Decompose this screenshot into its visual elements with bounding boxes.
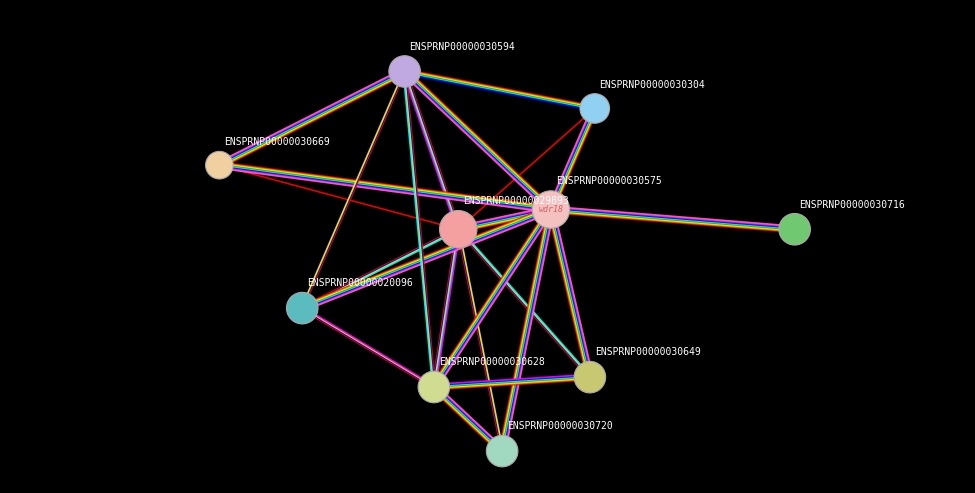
- Text: ENSPRNP00000030304: ENSPRNP00000030304: [600, 80, 705, 90]
- Text: ENSPRNP00000030720: ENSPRNP00000030720: [507, 422, 612, 431]
- Ellipse shape: [287, 292, 318, 324]
- Ellipse shape: [418, 371, 449, 403]
- Ellipse shape: [580, 94, 609, 123]
- Ellipse shape: [206, 151, 233, 179]
- Text: ENSPRNP00000030649: ENSPRNP00000030649: [595, 348, 700, 357]
- Ellipse shape: [440, 211, 477, 248]
- Text: ENSPRNP00000030628: ENSPRNP00000030628: [439, 357, 544, 367]
- Text: ENSPRNP00000029893: ENSPRNP00000029893: [463, 196, 568, 206]
- Text: ENSPRNP00000030716: ENSPRNP00000030716: [800, 200, 905, 210]
- Ellipse shape: [389, 56, 420, 87]
- Ellipse shape: [574, 361, 605, 393]
- Text: ENSPRNP00000020096: ENSPRNP00000020096: [307, 279, 412, 288]
- Text: ENSPRNP00000030669: ENSPRNP00000030669: [224, 138, 330, 147]
- Ellipse shape: [487, 435, 518, 467]
- Text: ENSPRNP00000030594: ENSPRNP00000030594: [410, 42, 515, 52]
- Ellipse shape: [779, 213, 810, 245]
- Ellipse shape: [532, 191, 569, 228]
- Text: wdr18: wdr18: [538, 205, 564, 214]
- Text: ENSPRNP00000030575: ENSPRNP00000030575: [556, 176, 661, 186]
